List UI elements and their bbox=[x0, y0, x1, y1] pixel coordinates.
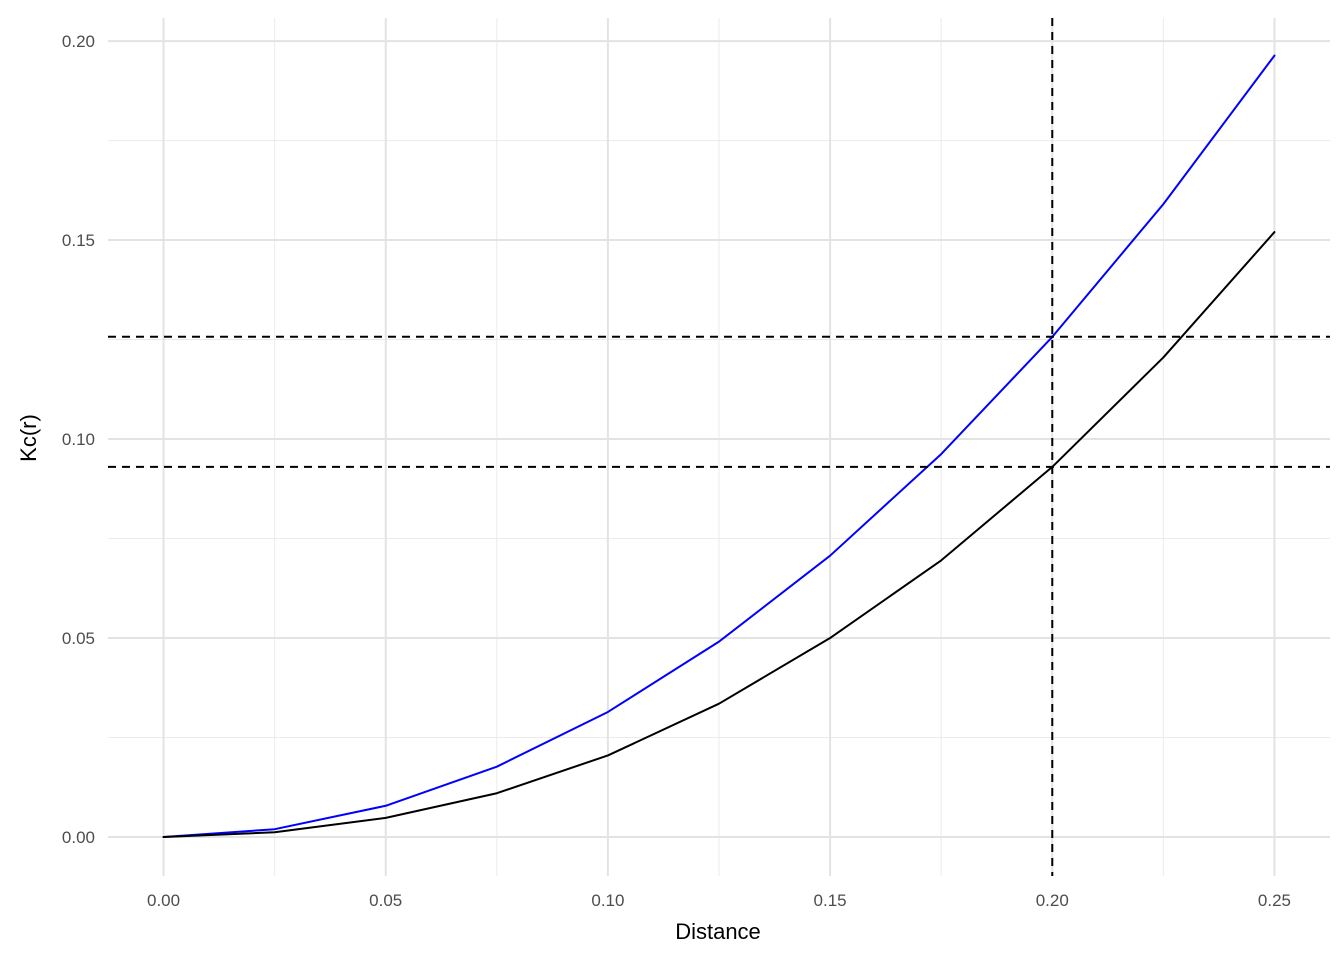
x-axis-tick-labels: 0.00 0.05 0.10 0.15 0.20 0.25 bbox=[147, 891, 1291, 910]
reference-lines bbox=[108, 18, 1330, 876]
series-line-2 bbox=[162, 231, 1276, 838]
x-tick-label: 0.05 bbox=[369, 891, 402, 910]
x-tick-label: 0.20 bbox=[1036, 891, 1069, 910]
series-line-1 bbox=[162, 54, 1276, 838]
x-tick-label: 0.25 bbox=[1258, 891, 1291, 910]
y-tick-label: 0.05 bbox=[62, 629, 95, 648]
x-tick-label: 0.10 bbox=[591, 891, 624, 910]
x-axis-title: Distance bbox=[675, 919, 761, 944]
x-tick-label: 0.00 bbox=[147, 891, 180, 910]
y-axis-tick-labels: 0.00 0.05 0.10 0.15 0.20 bbox=[62, 32, 95, 847]
y-axis-title: Kc(r) bbox=[16, 414, 41, 462]
x-tick-label: 0.15 bbox=[814, 891, 847, 910]
y-tick-label: 0.10 bbox=[62, 430, 95, 449]
y-tick-label: 0.20 bbox=[62, 32, 95, 51]
y-tick-label: 0.00 bbox=[62, 828, 95, 847]
grid-lines bbox=[108, 18, 1330, 876]
series-lines bbox=[162, 54, 1276, 838]
y-tick-label: 0.15 bbox=[62, 231, 95, 250]
